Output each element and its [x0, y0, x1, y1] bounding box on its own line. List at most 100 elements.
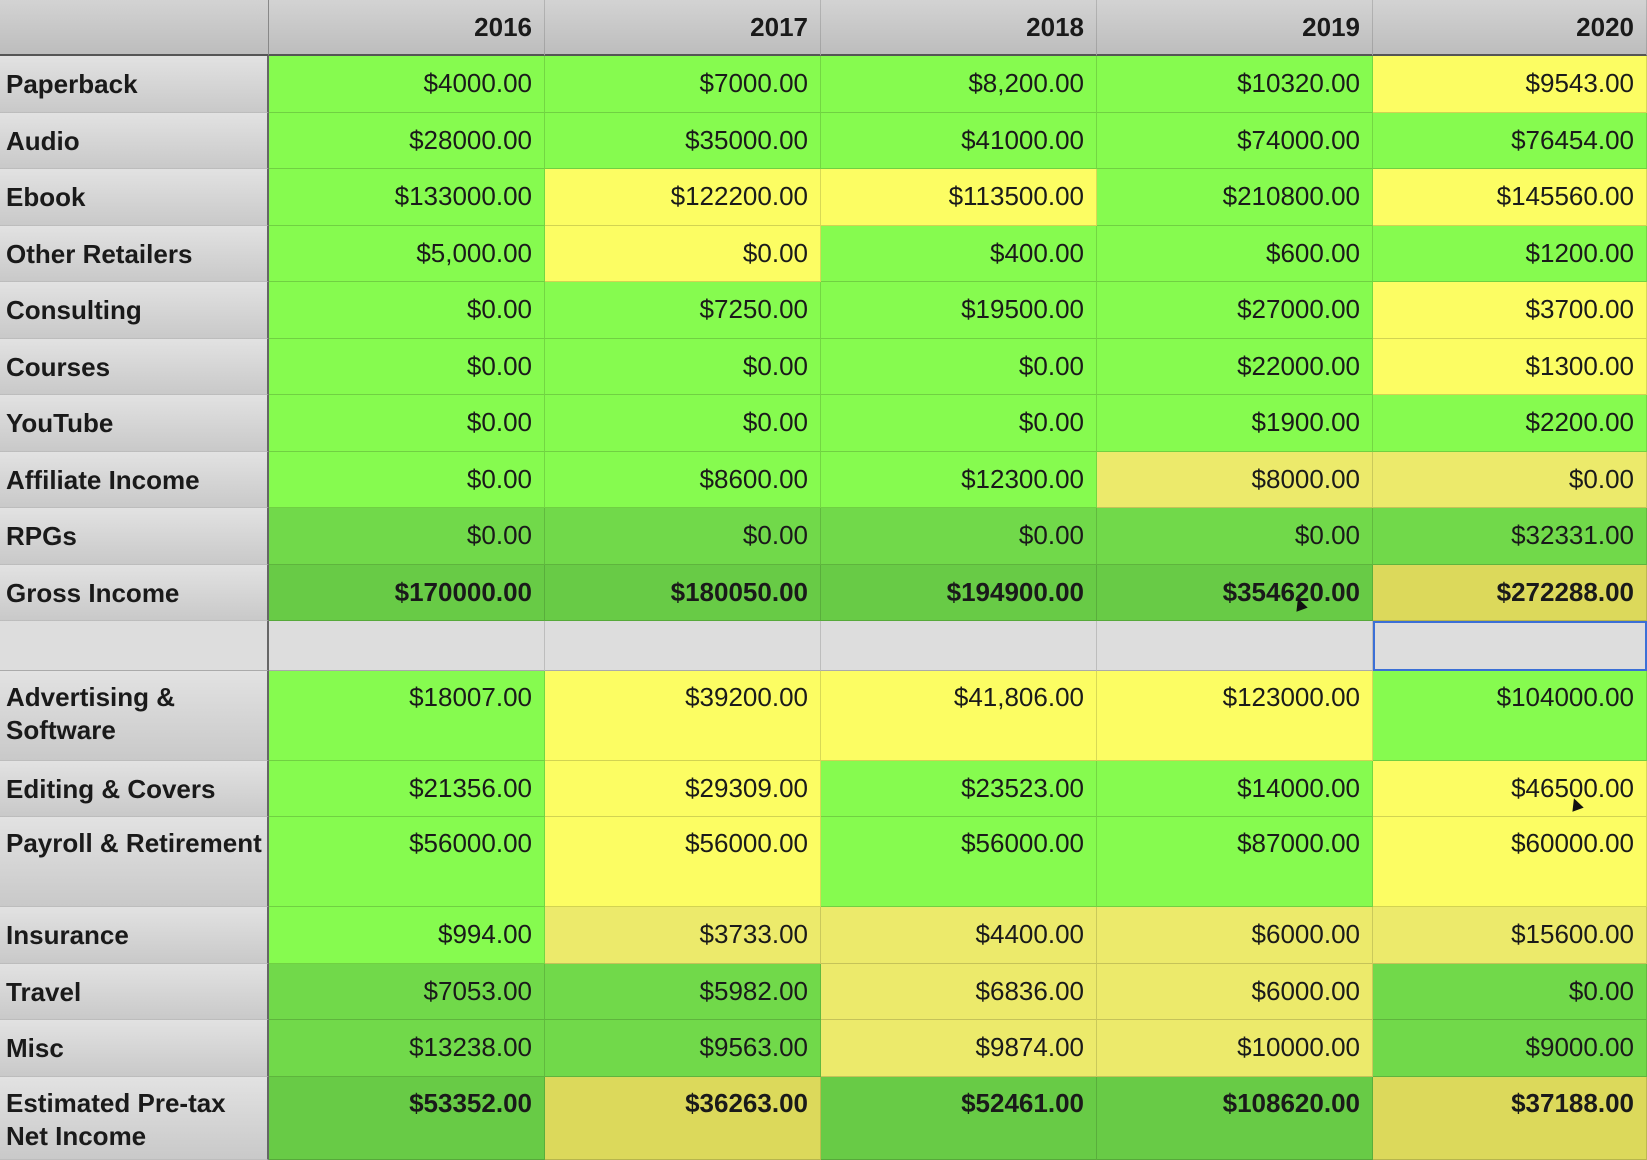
cell-consulting-2016[interactable]: $0.00: [269, 282, 545, 339]
cell-courses-2018[interactable]: $0.00: [821, 339, 1097, 395]
cell-travel-2020[interactable]: $0.00: [1373, 964, 1647, 1020]
cell-ebook-2018[interactable]: $113500.00: [821, 169, 1097, 226]
cell-advertising-software-2018[interactable]: $41,806.00: [821, 671, 1097, 761]
cell-travel-2016[interactable]: $7053.00: [269, 964, 545, 1020]
row-label-ebook[interactable]: Ebook: [0, 169, 269, 226]
row-label-affiliate-income[interactable]: Affiliate Income: [0, 452, 269, 508]
cell-insurance-2018[interactable]: $4400.00: [821, 907, 1097, 964]
cell-consulting-2017[interactable]: $7250.00: [545, 282, 821, 339]
cell-paperback-2017[interactable]: $7000.00: [545, 56, 821, 113]
cell-other-retailers-2019[interactable]: $600.00: [1097, 226, 1373, 282]
cell-net-income-2018[interactable]: $52461.00: [821, 1077, 1097, 1160]
cell-misc-2019[interactable]: $10000.00: [1097, 1020, 1373, 1077]
year-header-2016[interactable]: 2016: [269, 0, 545, 56]
cell-misc-2016[interactable]: $13238.00: [269, 1020, 545, 1077]
row-label-consulting[interactable]: Consulting: [0, 282, 269, 339]
cell-consulting-2018[interactable]: $19500.00: [821, 282, 1097, 339]
cell-misc-2017[interactable]: $9563.00: [545, 1020, 821, 1077]
cell-insurance-2017[interactable]: $3733.00: [545, 907, 821, 964]
row-label-editing-covers[interactable]: Editing & Covers: [0, 761, 269, 817]
cell-other-retailers-2016[interactable]: $5,000.00: [269, 226, 545, 282]
cell-insurance-2020[interactable]: $15600.00: [1373, 907, 1647, 964]
row-label-gross-income[interactable]: Gross Income: [0, 565, 269, 621]
cell-ebook-2020[interactable]: $145560.00: [1373, 169, 1647, 226]
row-label-audio[interactable]: Audio: [0, 113, 269, 169]
row-label-insurance[interactable]: Insurance: [0, 907, 269, 964]
cell-travel-2017[interactable]: $5982.00: [545, 964, 821, 1020]
cell-rpgs-2016[interactable]: $0.00: [269, 508, 545, 565]
row-label-other-retailers[interactable]: Other Retailers: [0, 226, 269, 282]
cell-other-retailers-2018[interactable]: $400.00: [821, 226, 1097, 282]
cell-paperback-2018[interactable]: $8,200.00: [821, 56, 1097, 113]
spacer-cell-2016[interactable]: [269, 621, 545, 671]
row-label-estimated-net-income[interactable]: Estimated Pre-tax Net Income: [0, 1077, 269, 1160]
cell-other-retailers-2020[interactable]: $1200.00: [1373, 226, 1647, 282]
cell-travel-2018[interactable]: $6836.00: [821, 964, 1097, 1020]
cell-audio-2016[interactable]: $28000.00: [269, 113, 545, 169]
cell-audio-2018[interactable]: $41000.00: [821, 113, 1097, 169]
cell-travel-2019[interactable]: $6000.00: [1097, 964, 1373, 1020]
cell-courses-2017[interactable]: $0.00: [545, 339, 821, 395]
row-label-advertising-software[interactable]: Advertising & Software: [0, 671, 269, 761]
cell-editing-covers-2020[interactable]: $46500.00: [1373, 761, 1647, 817]
cell-youtube-2019[interactable]: $1900.00: [1097, 395, 1373, 452]
cell-affiliate-income-2019[interactable]: $8000.00: [1097, 452, 1373, 508]
spacer-cell-2019[interactable]: [1097, 621, 1373, 671]
cell-paperback-2016[interactable]: $4000.00: [269, 56, 545, 113]
cell-payroll-retirement-2018[interactable]: $56000.00: [821, 817, 1097, 907]
cell-rpgs-2018[interactable]: $0.00: [821, 508, 1097, 565]
cell-editing-covers-2017[interactable]: $29309.00: [545, 761, 821, 817]
spacer-cell-2018[interactable]: [821, 621, 1097, 671]
cell-net-income-2019[interactable]: $108620.00: [1097, 1077, 1373, 1160]
cell-youtube-2016[interactable]: $0.00: [269, 395, 545, 452]
cell-advertising-software-2019[interactable]: $123000.00: [1097, 671, 1373, 761]
spacer-cell-2017[interactable]: [545, 621, 821, 671]
cell-rpgs-2019[interactable]: $0.00: [1097, 508, 1373, 565]
cell-advertising-software-2017[interactable]: $39200.00: [545, 671, 821, 761]
cell-gross-income-2020[interactable]: $272288.00: [1373, 565, 1647, 621]
cell-affiliate-income-2020[interactable]: $0.00: [1373, 452, 1647, 508]
cell-advertising-software-2016[interactable]: $18007.00: [269, 671, 545, 761]
cell-other-retailers-2017[interactable]: $0.00: [545, 226, 821, 282]
cell-insurance-2019[interactable]: $6000.00: [1097, 907, 1373, 964]
cell-paperback-2019[interactable]: $10320.00: [1097, 56, 1373, 113]
row-label-youtube[interactable]: YouTube: [0, 395, 269, 452]
year-header-2018[interactable]: 2018: [821, 0, 1097, 56]
cell-net-income-2016[interactable]: $53352.00: [269, 1077, 545, 1160]
cell-net-income-2017[interactable]: $36263.00: [545, 1077, 821, 1160]
cell-audio-2020[interactable]: $76454.00: [1373, 113, 1647, 169]
cell-courses-2016[interactable]: $0.00: [269, 339, 545, 395]
cell-editing-covers-2018[interactable]: $23523.00: [821, 761, 1097, 817]
year-header-2017[interactable]: 2017: [545, 0, 821, 56]
row-label-travel[interactable]: Travel: [0, 964, 269, 1020]
cell-paperback-2020[interactable]: $9543.00: [1373, 56, 1647, 113]
cell-gross-income-2016[interactable]: $170000.00: [269, 565, 545, 621]
cell-rpgs-2017[interactable]: $0.00: [545, 508, 821, 565]
cell-audio-2017[interactable]: $35000.00: [545, 113, 821, 169]
cell-misc-2020[interactable]: $9000.00: [1373, 1020, 1647, 1077]
row-label-courses[interactable]: Courses: [0, 339, 269, 395]
cell-misc-2018[interactable]: $9874.00: [821, 1020, 1097, 1077]
cell-payroll-retirement-2020[interactable]: $60000.00: [1373, 817, 1647, 907]
row-label-misc[interactable]: Misc: [0, 1020, 269, 1077]
year-header-2019[interactable]: 2019: [1097, 0, 1373, 56]
cell-ebook-2017[interactable]: $122200.00: [545, 169, 821, 226]
cell-courses-2019[interactable]: $22000.00: [1097, 339, 1373, 395]
cell-affiliate-income-2018[interactable]: $12300.00: [821, 452, 1097, 508]
cell-consulting-2020[interactable]: $3700.00: [1373, 282, 1647, 339]
cell-courses-2020[interactable]: $1300.00: [1373, 339, 1647, 395]
cell-audio-2019[interactable]: $74000.00: [1097, 113, 1373, 169]
cell-payroll-retirement-2016[interactable]: $56000.00: [269, 817, 545, 907]
cell-insurance-2016[interactable]: $994.00: [269, 907, 545, 964]
cell-advertising-software-2020[interactable]: $104000.00: [1373, 671, 1647, 761]
cell-affiliate-income-2016[interactable]: $0.00: [269, 452, 545, 508]
cell-youtube-2018[interactable]: $0.00: [821, 395, 1097, 452]
spacer-cell-2020-selected[interactable]: [1373, 621, 1647, 671]
cell-ebook-2019[interactable]: $210800.00: [1097, 169, 1373, 226]
cell-affiliate-income-2017[interactable]: $8600.00: [545, 452, 821, 508]
row-label-rpgs[interactable]: RPGs: [0, 508, 269, 565]
cell-gross-income-2019[interactable]: $354620.00: [1097, 565, 1373, 621]
cell-payroll-retirement-2017[interactable]: $56000.00: [545, 817, 821, 907]
row-label-paperback[interactable]: Paperback: [0, 56, 269, 113]
corner-header-cell[interactable]: [0, 0, 269, 56]
